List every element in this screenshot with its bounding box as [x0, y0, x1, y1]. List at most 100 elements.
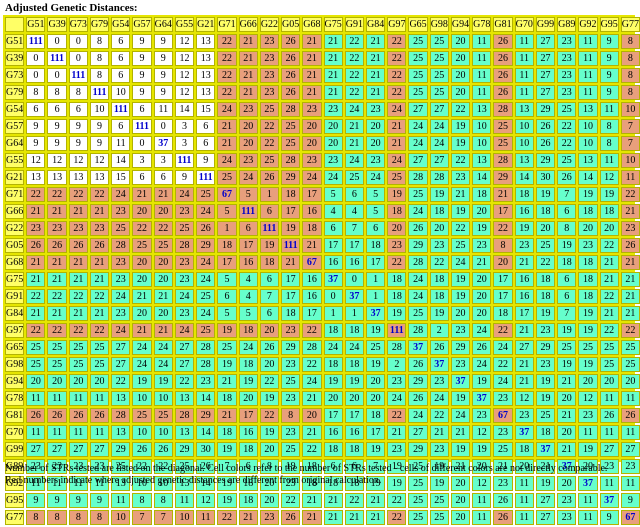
table-row: G98 25 25 25 25 27 24 24 27 28 19 18 20 23 22 18 18 19 2 26… — [5, 357, 640, 372]
distance-cell: 25 — [557, 340, 577, 355]
distance-cell: 6 — [238, 459, 258, 474]
distance-cell: 8 — [47, 510, 67, 525]
distance-cell: 20 — [259, 493, 280, 508]
distance-cell: 23 — [111, 306, 131, 321]
distance-cell: 19 — [344, 374, 364, 389]
distance-cell: 18 — [217, 238, 237, 253]
distance-cell: 13 — [578, 102, 598, 117]
distance-cell: 23 — [429, 238, 449, 253]
column-header: G98 — [429, 17, 449, 32]
distance-cell: 24 — [387, 391, 407, 406]
distance-cell: 26 — [281, 510, 301, 525]
distance-cell: 37 — [408, 340, 428, 355]
distance-cell: 9 — [68, 493, 88, 508]
distance-cell: 5 — [323, 187, 343, 202]
distance-cell: 23 — [302, 153, 322, 168]
distance-cell: 14 — [196, 476, 216, 491]
distance-cell: 23 — [302, 102, 322, 117]
distance-cell: 25 — [89, 357, 110, 372]
distance-cell: 22 — [493, 221, 513, 236]
distance-cell: 18 — [323, 323, 343, 338]
distance-cell: 9 — [153, 68, 173, 83]
distance-cell: 28 — [493, 102, 513, 117]
distance-cell: 21 — [450, 187, 471, 202]
distance-cell: 19 — [557, 357, 577, 372]
distance-table: G51 G39 G73 G79 G54 G57 G64 G55 G21 G71 G66 G22 G05 G… — [3, 15, 640, 527]
corner-cell — [5, 17, 25, 32]
distance-cell: 23 — [365, 153, 386, 168]
table-row: G75 21 21 21 21 23 20 20 23 24 5 4 6 17 16 37 0 1 18 24 18 19… — [5, 272, 640, 287]
distance-cell: 20 — [472, 306, 492, 321]
distance-cell: 17 — [281, 272, 301, 287]
distance-cell: 20 — [599, 221, 619, 236]
distance-cell: 13 — [174, 476, 195, 491]
distance-cell: 21 — [238, 510, 258, 525]
distance-cell: 22 — [387, 493, 407, 508]
distance-cell: 27 — [535, 510, 556, 525]
distance-cell: 22 — [387, 68, 407, 83]
distance-cell: 23 — [450, 170, 471, 185]
distance-cell: 11 — [472, 85, 492, 100]
row-header: G79 — [5, 85, 25, 100]
distance-cell: 22 — [450, 153, 471, 168]
distance-cell: 67 — [217, 187, 237, 202]
distance-cell: 19 — [535, 306, 556, 321]
distance-cell: 6 — [111, 119, 131, 134]
distance-cell: 18 — [365, 238, 386, 253]
column-header: G92 — [578, 17, 598, 32]
distance-cell: 19 — [387, 476, 407, 491]
distance-cell: 19 — [153, 374, 173, 389]
distance-cell: 21 — [557, 408, 577, 423]
distance-cell: 111 — [89, 85, 110, 100]
distance-cell: 25 — [196, 187, 216, 202]
distance-cell: 12 — [174, 85, 195, 100]
distance-cell: 28 — [408, 255, 428, 270]
distance-cell: 27 — [408, 153, 428, 168]
distance-cell: 22 — [47, 323, 67, 338]
distance-cell: 6 — [153, 170, 173, 185]
distance-cell: 29 — [281, 340, 301, 355]
distance-cell: 9 — [47, 493, 67, 508]
distance-cell: 24 — [174, 323, 195, 338]
distance-cell: 18 — [578, 289, 598, 304]
column-header: G54 — [111, 17, 131, 32]
distance-cell: 25 — [429, 51, 449, 66]
distance-cell: 18 — [472, 187, 492, 202]
distance-cell: 19 — [323, 374, 343, 389]
distance-cell: 24 — [238, 170, 258, 185]
distance-cell: 25 — [47, 357, 67, 372]
distance-cell: 7 — [557, 187, 577, 202]
distance-cell: 20 — [323, 119, 343, 134]
distance-cell: 18 — [514, 187, 534, 202]
distance-cell: 21 — [514, 357, 534, 372]
distance-cell: 16 — [323, 425, 343, 440]
distance-cell: 7 — [365, 459, 386, 474]
distance-cell: 21 — [344, 136, 364, 151]
distance-cell: 9 — [68, 119, 88, 134]
distance-cell: 18 — [514, 442, 534, 457]
distance-cell: 11 — [514, 493, 534, 508]
distance-cell: 8 — [620, 34, 640, 49]
footnote-line-2: Red numbers indicate where adjusted gene… — [5, 475, 382, 486]
distance-cell: 18 — [344, 476, 364, 491]
distance-cell: 19 — [387, 187, 407, 202]
distance-cell: 28 — [196, 357, 216, 372]
distance-cell: 20 — [387, 221, 407, 236]
distance-cell: 17 — [302, 187, 322, 202]
distance-cell: 22 — [217, 510, 237, 525]
distance-cell: 25 — [132, 238, 152, 253]
distance-cell: 18 — [344, 442, 364, 457]
distance-cell: 21 — [302, 238, 322, 253]
row-header: G55 — [5, 153, 25, 168]
distance-cell: 23 — [493, 425, 513, 440]
distance-cell: 16 — [302, 272, 322, 287]
distance-cell: 20 — [578, 459, 598, 474]
distance-cell: 22 — [47, 187, 67, 202]
distance-cell: 17 — [281, 289, 301, 304]
distance-cell: 6 — [557, 272, 577, 287]
distance-cell: 26 — [196, 459, 216, 474]
distance-cell: 6 — [26, 102, 46, 117]
distance-cell: 21 — [26, 306, 46, 321]
distance-cell: 15 — [111, 170, 131, 185]
column-header: G81 — [493, 17, 513, 32]
